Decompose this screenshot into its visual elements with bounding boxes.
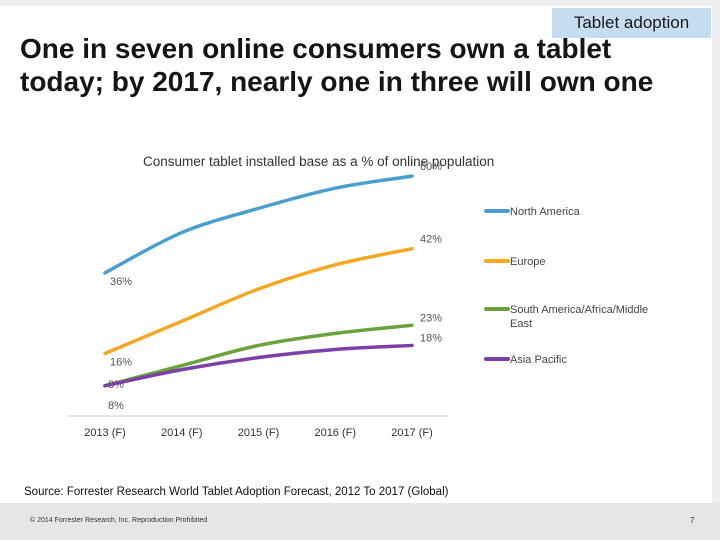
legend-label: North America — [510, 206, 581, 218]
slide-title: One in seven online consumers own a tabl… — [20, 33, 654, 97]
legend-label: Europe — [510, 256, 545, 268]
data-label: 36% — [110, 276, 132, 288]
legend-label: Asia Pacific — [510, 354, 567, 366]
series-line-south-america-africa-middle-east — [103, 323, 414, 388]
series-line-north-america — [103, 174, 414, 275]
series-line-europe — [103, 246, 414, 356]
top-edge — [0, 0, 720, 6]
copyright: © 2014 Forrester Research, Inc. Reproduc… — [30, 517, 208, 524]
x-tick-label: 2013 (F) — [84, 427, 126, 439]
right-edge — [712, 0, 720, 540]
x-tick-label: 2016 (F) — [314, 427, 356, 439]
data-label: 16% — [110, 357, 132, 369]
source-note: Source: Forrester Research World Tablet … — [24, 486, 449, 498]
tablet-adoption-chart: Consumer tablet installed base as a % of… — [67, 154, 648, 439]
data-label: 18% — [420, 332, 442, 344]
data-label: 60% — [420, 161, 442, 173]
data-label: 8% — [108, 400, 124, 412]
footer-bar — [0, 503, 720, 540]
legend-label: South America/Africa/Middle East — [510, 304, 648, 330]
x-tick-label: 2015 (F) — [238, 427, 280, 439]
chart-title: Consumer tablet installed base as a % of… — [143, 154, 494, 169]
series-line-asia-pacific — [103, 343, 414, 388]
x-tick-label: 2017 (F) — [391, 427, 433, 439]
data-label: 42% — [420, 234, 442, 246]
page-number: 7 — [690, 516, 695, 525]
data-label: 23% — [420, 312, 442, 324]
x-tick-label: 2014 (F) — [161, 427, 203, 439]
section-tag: Tablet adoption — [552, 8, 711, 38]
